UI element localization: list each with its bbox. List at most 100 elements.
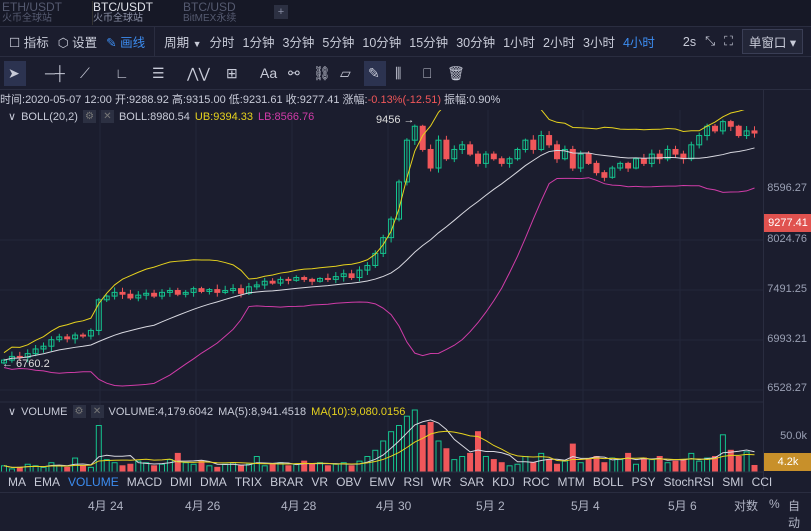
volume-bar — [490, 459, 497, 473]
indicator-tab-roc[interactable]: ROC — [522, 475, 550, 489]
indicator-tab-obv[interactable]: OBV — [336, 475, 362, 489]
candle-body — [214, 289, 221, 293]
price-chart[interactable] — [0, 110, 763, 492]
indicator-tab-boll[interactable]: BOLL — [592, 475, 624, 489]
indicator-tab-volume[interactable]: VOLUME — [68, 475, 119, 489]
log-scale-button[interactable]: 对数 — [734, 499, 759, 513]
indicator-tab-sar[interactable]: SAR — [459, 475, 485, 489]
volume-bar — [696, 460, 703, 473]
angle-icon[interactable]: ∟ — [115, 65, 129, 81]
interval-0[interactable]: 分时 — [209, 36, 235, 50]
interval-6[interactable]: 30分钟 — [456, 36, 496, 50]
collapse-chevron-icon[interactable]: ∨ — [8, 406, 17, 418]
pen-icon[interactable]: ✎ — [368, 65, 380, 81]
candle-body — [585, 153, 592, 164]
indicator-tab-wr[interactable]: WR — [431, 475, 452, 489]
trend-line-icon[interactable]: ⟋ — [80, 65, 90, 81]
volume-bar — [48, 462, 55, 473]
volume-bar — [625, 452, 632, 473]
indicator-tab-trix[interactable]: TRIX — [234, 475, 263, 489]
rect-icon[interactable]: ⊞ — [226, 65, 238, 81]
volume-bar — [648, 459, 655, 473]
indicators-button[interactable]: ☐ 指标 — [9, 32, 49, 51]
indicator-tab-macd[interactable]: MACD — [126, 475, 163, 489]
tab-eth-usdt[interactable]: ETH/USDT 火币全球站 — [2, 1, 62, 25]
indicators-label: 指标 — [23, 36, 49, 50]
interval-4[interactable]: 10分钟 — [362, 36, 402, 50]
interval-9[interactable]: 3小时 — [583, 36, 615, 50]
period-dropdown[interactable]: 周期 ▼ — [164, 32, 201, 51]
candle-body — [95, 299, 102, 331]
tab-btc-usd[interactable]: BTC/USD BitMEX永续 — [183, 1, 236, 25]
horizontal-line-icon[interactable]: ─┼ — [45, 65, 65, 81]
interval-3[interactable]: 5分钟 — [322, 36, 355, 50]
indicator-tab-dma[interactable]: DMA — [200, 475, 227, 489]
boll-legend: ∨ BOLL(20,2) ⚙ ✕ BOLL:8980.54 UB:9394.33 … — [8, 110, 314, 123]
add-tab-button[interactable]: + — [274, 5, 288, 19]
refresh-rate[interactable]: 2s — [682, 34, 697, 49]
window-mode-dropdown[interactable]: 单窗口 ▾ — [741, 29, 804, 54]
volume-bar — [640, 457, 647, 473]
link-icon[interactable]: ⛓ — [313, 65, 331, 81]
bars-icon[interactable]: ⫼ — [395, 65, 402, 81]
interval-7[interactable]: 1小时 — [503, 36, 536, 50]
settings-button[interactable]: ⬡ 设置 — [58, 32, 97, 51]
volume-bar — [332, 463, 339, 473]
draw-button[interactable]: ✎ 画线 — [106, 32, 145, 51]
interval-1[interactable]: 1分钟 — [242, 36, 275, 50]
close-icon[interactable]: ✕ — [100, 110, 114, 123]
percent-scale-button[interactable]: % — [769, 497, 780, 511]
cursor-icon[interactable]: ➤ — [8, 65, 20, 81]
candle-body — [324, 277, 331, 280]
volume-bar — [356, 460, 363, 473]
label: 涨幅: — [342, 94, 368, 106]
lock-icon[interactable]: ⎕ — [423, 65, 432, 81]
gear-icon[interactable]: ⚙ — [72, 405, 86, 418]
wave-icon[interactable]: ⋀⋁ — [187, 65, 210, 81]
price-axis[interactable]: 9277.41 8596.27 8024.76 7491.25 6993.21 … — [763, 90, 811, 490]
volume-bar — [419, 425, 426, 473]
auto-scale-button[interactable]: 自动 — [788, 499, 801, 530]
volume-bar — [554, 463, 560, 473]
indicator-tab-rsi[interactable]: RSI — [403, 475, 424, 489]
collapse-icon[interactable]: ⤡ — [705, 34, 716, 48]
indicator-tab-cci[interactable]: CCI — [751, 475, 773, 489]
indicator-tab-psy[interactable]: PSY — [631, 475, 656, 489]
text-icon[interactable]: Aa — [260, 65, 278, 81]
indicator-tab-kdj[interactable]: KDJ — [492, 475, 515, 489]
candle-body — [656, 153, 663, 160]
interval-8[interactable]: 2小时 — [543, 36, 575, 50]
indicator-tab-stochrsi[interactable]: StochRSI — [663, 475, 715, 489]
gear-icon[interactable]: ⚙ — [82, 110, 96, 123]
candle-body — [727, 121, 734, 127]
indicator-tab-ema[interactable]: EMA — [34, 475, 61, 489]
cursor-tool-bg — [4, 61, 26, 86]
ruler-icon[interactable]: ▱ — [340, 65, 351, 81]
indicator-tab-vr[interactable]: VR — [311, 475, 329, 489]
candle-body — [380, 237, 387, 254]
volume-bar — [498, 462, 505, 473]
volume-bar — [222, 463, 229, 473]
candle-body — [348, 273, 355, 279]
volume-bar — [617, 459, 624, 473]
candle-body — [135, 294, 142, 299]
interval-10[interactable]: 4小时 — [622, 36, 655, 50]
tab-btc-usdt[interactable]: BTC/USDT 火币全球站 — [92, 1, 153, 25]
fullscreen-icon[interactable]: ⛶ — [724, 34, 733, 48]
trash-icon[interactable]: 🗑 — [447, 65, 465, 81]
volume-bar — [253, 456, 260, 473]
indicator-tab-mtm[interactable]: MTM — [557, 475, 585, 489]
indicator-tab-brar[interactable]: BRAR — [270, 475, 304, 489]
indicator-tab-smi[interactable]: SMI — [722, 475, 744, 489]
collapse-chevron-icon[interactable]: ∨ — [8, 111, 17, 123]
interval-2[interactable]: 3分钟 — [282, 36, 315, 50]
close-icon[interactable]: ✕ — [90, 405, 104, 418]
magnet-icon[interactable]: ⚯ — [288, 65, 300, 81]
interval-5[interactable]: 15分钟 — [409, 36, 449, 50]
indicator-tab-emv[interactable]: EMV — [369, 475, 396, 489]
candle-body — [719, 121, 726, 132]
tab-exchange: 火币全球站 — [93, 13, 143, 24]
parallel-lines-icon[interactable]: ☰ — [152, 65, 165, 81]
indicator-tab-dmi[interactable]: DMI — [170, 475, 193, 489]
indicator-tab-ma[interactable]: MA — [8, 475, 26, 489]
